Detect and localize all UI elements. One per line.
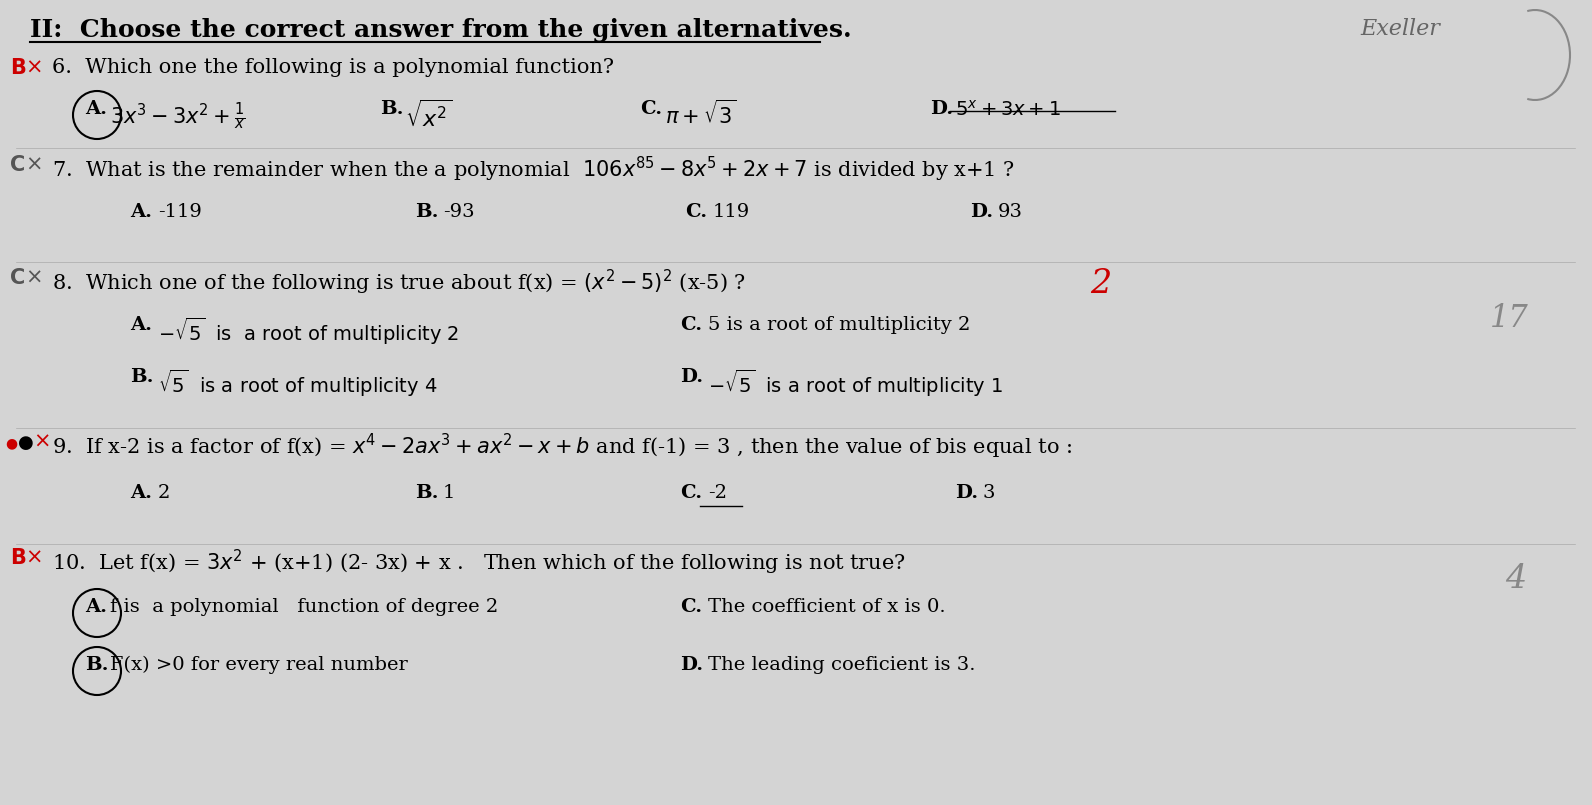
Text: C.: C.: [680, 316, 702, 334]
Text: $5^x+3x+1$: $5^x+3x+1$: [955, 100, 1060, 120]
Text: The leading coeficient is 3.: The leading coeficient is 3.: [708, 656, 976, 674]
Text: A.: A.: [84, 598, 107, 616]
Text: 17: 17: [1490, 303, 1528, 334]
Text: 4: 4: [1504, 563, 1527, 595]
Text: C: C: [10, 268, 25, 288]
Text: B: B: [10, 548, 25, 568]
Text: A.: A.: [131, 316, 151, 334]
Text: ×: ×: [33, 432, 51, 452]
Text: -2: -2: [708, 484, 728, 502]
Text: II:  Choose the correct answer from the given alternatives.: II: Choose the correct answer from the g…: [30, 18, 852, 42]
Text: f is  a polynomial   function of degree 2: f is a polynomial function of degree 2: [110, 598, 498, 616]
Text: A.: A.: [84, 100, 107, 118]
Text: B: B: [10, 58, 25, 78]
Text: B.: B.: [416, 484, 438, 502]
Text: 2: 2: [1091, 268, 1111, 300]
Text: A.: A.: [131, 203, 151, 221]
Text: 2: 2: [158, 484, 170, 502]
Text: $\sqrt{5}$  is a root of multiplicity 4: $\sqrt{5}$ is a root of multiplicity 4: [158, 368, 438, 399]
Text: 3: 3: [982, 484, 995, 502]
Text: ×: ×: [25, 58, 43, 78]
Text: C.: C.: [680, 598, 702, 616]
Text: B.: B.: [416, 203, 438, 221]
Text: ×: ×: [25, 155, 43, 175]
Text: 5 is a root of multiplicity 2: 5 is a root of multiplicity 2: [708, 316, 971, 334]
Text: C.: C.: [680, 484, 702, 502]
Text: $-\sqrt{5}$  is  a root of multiplicity 2: $-\sqrt{5}$ is a root of multiplicity 2: [158, 316, 458, 347]
Text: -93: -93: [443, 203, 474, 221]
Text: D.: D.: [970, 203, 993, 221]
Text: ●: ●: [5, 436, 18, 450]
Text: 7.  What is the remainder when the a polynomial  $106x^{85}-8x^5+2x+7$ is divide: 7. What is the remainder when the a poly…: [53, 155, 1016, 184]
Text: 8.  Which one of the following is true about f(x) = $(x^2-5)^2$ (x-5) ?: 8. Which one of the following is true ab…: [53, 268, 747, 297]
Text: $-\sqrt{5}$  is a root of multiplicity 1: $-\sqrt{5}$ is a root of multiplicity 1: [708, 368, 1003, 399]
Text: The coefficient of x is 0.: The coefficient of x is 0.: [708, 598, 946, 616]
Text: ●: ●: [18, 434, 33, 452]
Text: 9.  If x-2 is a factor of f(x) = $x^4 - 2ax^3 + ax^2 - x+b$ and f(-1) = 3 , then: 9. If x-2 is a factor of f(x) = $x^4 - 2…: [53, 432, 1071, 461]
Text: C: C: [10, 155, 25, 175]
Text: ×: ×: [25, 268, 43, 288]
Text: A.: A.: [131, 484, 151, 502]
Text: 1: 1: [443, 484, 455, 502]
Text: B.: B.: [84, 656, 108, 674]
Text: D.: D.: [680, 368, 704, 386]
Text: Exeller: Exeller: [1360, 18, 1439, 40]
Text: B.: B.: [131, 368, 153, 386]
Text: F(x) >0 for every real number: F(x) >0 for every real number: [110, 656, 408, 675]
Text: 10.  Let f(x) = $3x^2$ + (x+1) (2- 3x) + x .   Then which of the following is no: 10. Let f(x) = $3x^2$ + (x+1) (2- 3x) + …: [53, 548, 906, 577]
Text: ×: ×: [25, 548, 43, 568]
Text: $\pi + \sqrt{3}$: $\pi + \sqrt{3}$: [665, 100, 736, 128]
Text: C.: C.: [640, 100, 662, 118]
Text: $3x^3-3x^2+\frac{1}{x}$: $3x^3-3x^2+\frac{1}{x}$: [110, 100, 245, 132]
Text: 6.  Which one the following is a polynomial function?: 6. Which one the following is a polynomi…: [53, 58, 615, 77]
Text: B.: B.: [380, 100, 403, 118]
Text: 93: 93: [998, 203, 1024, 221]
Text: C.: C.: [685, 203, 707, 221]
Text: -119: -119: [158, 203, 202, 221]
Text: 119: 119: [713, 203, 750, 221]
Text: D.: D.: [680, 656, 704, 674]
Text: D.: D.: [930, 100, 954, 118]
Text: $\sqrt{x^2}$: $\sqrt{x^2}$: [404, 100, 452, 132]
Text: D.: D.: [955, 484, 977, 502]
